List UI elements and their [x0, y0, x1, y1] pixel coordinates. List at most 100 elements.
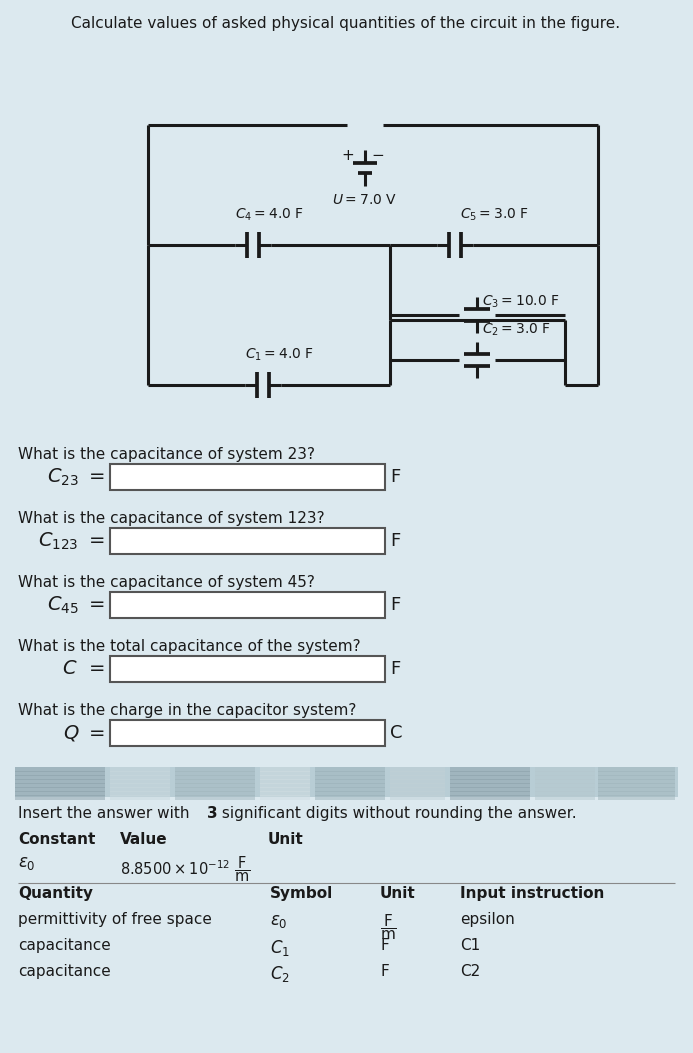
Bar [175, 795, 255, 800]
Text: Calculate values of asked physical quantities of the circuit in the figure.: Calculate values of asked physical quant… [71, 16, 620, 31]
Text: permittivity of free space: permittivity of free space [18, 912, 212, 927]
Bar [260, 767, 310, 772]
Text: C2: C2 [460, 963, 480, 979]
Bar [390, 767, 445, 772]
Bar [110, 592, 385, 618]
Bar [390, 783, 445, 788]
Text: −: − [371, 147, 385, 162]
Text: What is the capacitance of system 123?: What is the capacitance of system 123? [18, 511, 324, 526]
Bar [450, 779, 530, 784]
Text: F: F [390, 532, 401, 550]
Bar [390, 795, 445, 800]
Text: $C_{23}$$\ =$: $C_{23}$$\ =$ [47, 466, 105, 488]
Text: Symbol: Symbol [270, 886, 333, 901]
Bar [450, 791, 530, 796]
Bar [260, 783, 310, 788]
Bar [535, 779, 595, 784]
Bar [110, 791, 170, 796]
Bar [315, 795, 385, 800]
Bar [450, 771, 530, 776]
Text: significant digits without rounding the answer.: significant digits without rounding the … [217, 806, 577, 821]
Text: F: F [380, 963, 389, 979]
Bar [260, 787, 310, 792]
Bar [110, 795, 170, 800]
Bar [315, 791, 385, 796]
Bar [315, 767, 385, 772]
Bar [175, 783, 255, 788]
Bar [260, 795, 310, 800]
Text: F: F [390, 468, 401, 486]
Bar [175, 779, 255, 784]
Bar [535, 775, 595, 780]
Text: Quantity: Quantity [18, 886, 93, 901]
Bar [15, 787, 105, 792]
Bar [315, 771, 385, 776]
Bar [260, 791, 310, 796]
Bar [110, 767, 170, 772]
Text: $C_1 = 4.0\ \mathrm{F}$: $C_1 = 4.0\ \mathrm{F}$ [245, 346, 314, 363]
Text: What is the charge in the capacitor system?: What is the charge in the capacitor syst… [18, 703, 356, 718]
Bar [110, 656, 385, 682]
Text: $C_{45}$$\ =$: $C_{45}$$\ =$ [47, 594, 105, 616]
Text: F: F [380, 938, 389, 953]
Bar [450, 783, 530, 788]
Bar [260, 771, 310, 776]
Bar [535, 791, 595, 796]
Text: $U = 7.0\ \mathrm{V}$: $U = 7.0\ \mathrm{V}$ [333, 193, 398, 207]
Bar [110, 787, 170, 792]
Bar [175, 771, 255, 776]
Bar [535, 767, 595, 772]
Text: 3: 3 [207, 806, 218, 821]
Bar [15, 775, 105, 780]
Bar [390, 775, 445, 780]
Text: $8.8500 \times 10^{-12}\ \dfrac{\mathrm{F}}{\mathrm{m}}$: $8.8500 \times 10^{-12}\ \dfrac{\mathrm{… [120, 854, 251, 883]
Bar [535, 783, 595, 788]
Text: $C_3 = 10.0\ \mathrm{F}$: $C_3 = 10.0\ \mathrm{F}$ [482, 294, 560, 310]
Bar [598, 779, 675, 784]
Text: +: + [342, 147, 354, 162]
Bar [315, 779, 385, 784]
Text: F: F [390, 660, 401, 678]
Bar [315, 775, 385, 780]
Text: capacitance: capacitance [18, 963, 111, 979]
Text: Unit: Unit [268, 832, 304, 847]
Text: $C\,$$\ =$: $C\,$$\ =$ [62, 659, 105, 678]
Text: What is the total capacitance of the system?: What is the total capacitance of the sys… [18, 639, 360, 654]
Bar [390, 771, 445, 776]
Text: $C_2$: $C_2$ [270, 963, 290, 984]
Bar [598, 767, 675, 772]
Bar [260, 775, 310, 780]
Bar [450, 787, 530, 792]
Bar [15, 795, 105, 800]
Bar [450, 775, 530, 780]
Bar [598, 787, 675, 792]
Bar [175, 787, 255, 792]
Text: What is the capacitance of system 23?: What is the capacitance of system 23? [18, 448, 315, 462]
Bar [110, 528, 385, 554]
Bar [15, 767, 678, 797]
Bar [15, 767, 105, 772]
Bar [260, 779, 310, 784]
Bar [450, 795, 530, 800]
Bar [390, 791, 445, 796]
Text: $C_{123}$$\ =$: $C_{123}$$\ =$ [38, 531, 105, 552]
Text: $\varepsilon_0$: $\varepsilon_0$ [270, 912, 288, 930]
Text: C: C [390, 724, 403, 742]
Bar [15, 771, 105, 776]
Bar [598, 783, 675, 788]
Text: Constant: Constant [18, 832, 96, 847]
Text: Insert the answer with: Insert the answer with [18, 806, 194, 821]
Text: capacitance: capacitance [18, 938, 111, 953]
Bar [110, 779, 170, 784]
Text: Unit: Unit [380, 886, 416, 901]
Bar [598, 771, 675, 776]
Text: $C_2 = 3.0\ \mathrm{F}$: $C_2 = 3.0\ \mathrm{F}$ [482, 321, 551, 338]
Bar [598, 795, 675, 800]
Bar [390, 779, 445, 784]
Text: $C_5 = 3.0\ \mathrm{F}$: $C_5 = 3.0\ \mathrm{F}$ [460, 206, 529, 223]
Text: Value: Value [120, 832, 168, 847]
Bar [15, 779, 105, 784]
Bar [450, 767, 530, 772]
Text: What is the capacitance of system 45?: What is the capacitance of system 45? [18, 575, 315, 590]
Text: $C_1$: $C_1$ [270, 938, 290, 958]
